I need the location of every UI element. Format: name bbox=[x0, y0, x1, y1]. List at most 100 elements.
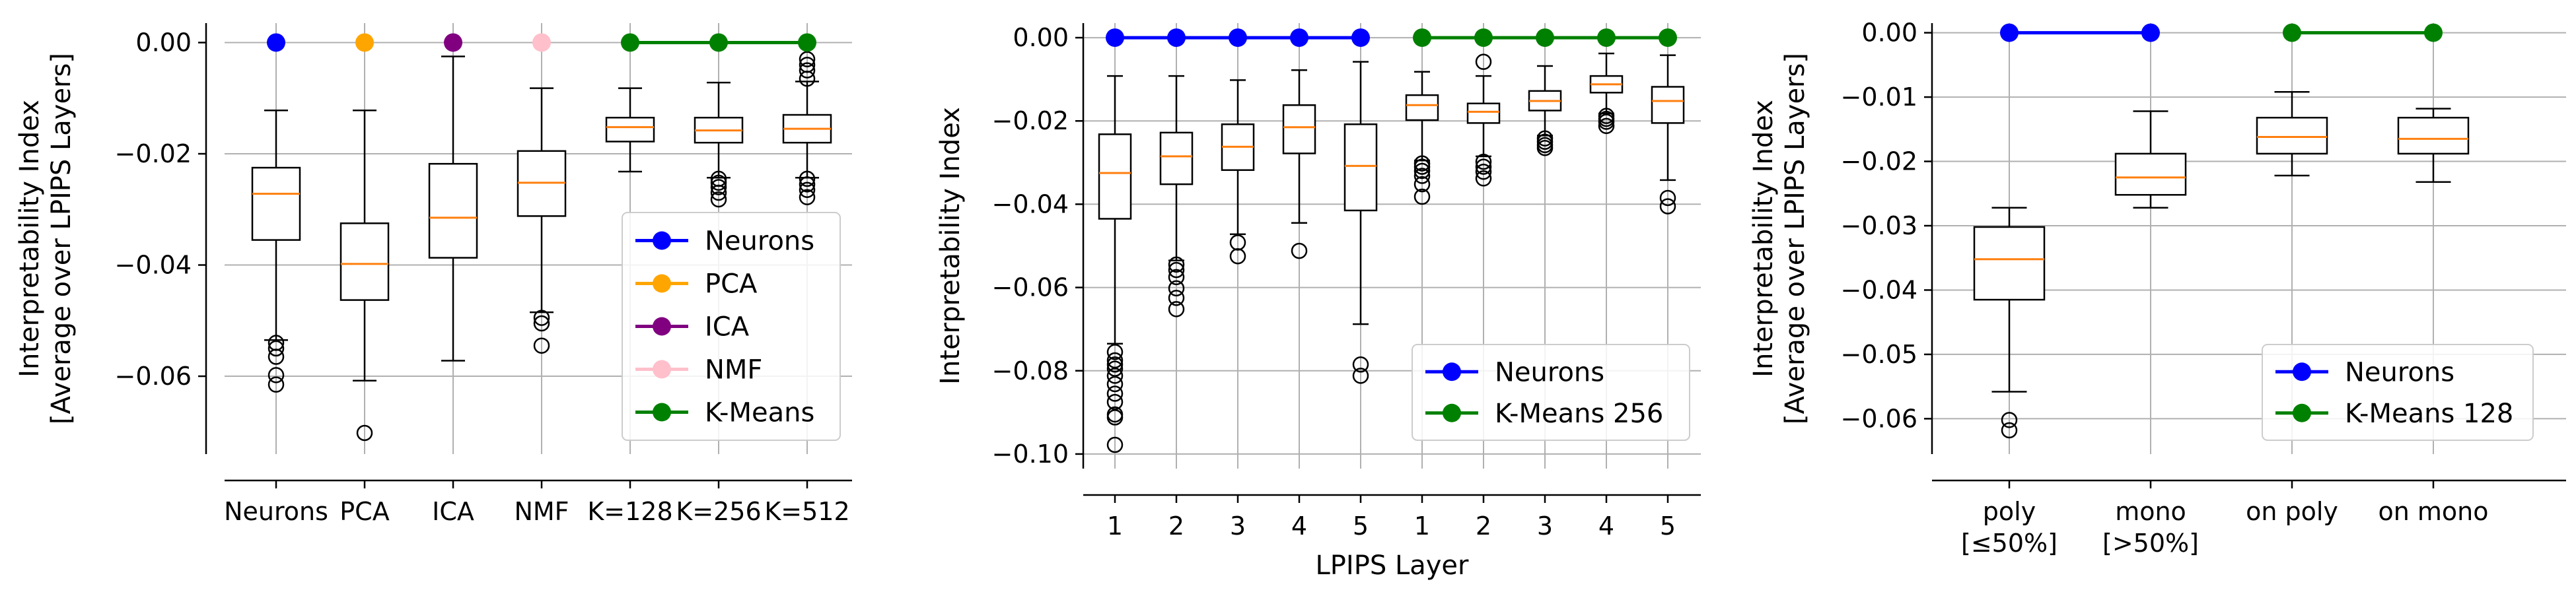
y-tick-label: −0.05 bbox=[1841, 340, 1917, 369]
legend-label: K-Means 256 bbox=[1495, 399, 1663, 429]
series-marker bbox=[1536, 28, 1554, 48]
legend-label: ICA bbox=[705, 312, 750, 343]
outlier-point bbox=[1106, 409, 1124, 426]
legend-label: Neurons bbox=[705, 226, 814, 257]
outlier-point bbox=[1475, 158, 1492, 175]
outlier-point bbox=[1352, 368, 1369, 384]
box-iqr bbox=[1466, 102, 1501, 124]
y-tick-label: −0.10 bbox=[992, 440, 1069, 469]
outlier-point bbox=[710, 184, 727, 201]
series-marker bbox=[1597, 28, 1616, 48]
outlier-point bbox=[1168, 290, 1185, 306]
series-marker bbox=[444, 33, 462, 52]
outlier-point bbox=[1106, 385, 1124, 402]
outlier-point bbox=[1413, 162, 1431, 180]
series-marker bbox=[1229, 28, 1247, 48]
panel-poly-mono: 0.00 −0.01 −0.02 −0.03 −0.04 −0.05 −0.06 poly [≤… bbox=[1748, 18, 2566, 558]
legend-swatch-marker bbox=[653, 360, 671, 379]
box-iqr bbox=[605, 116, 655, 143]
legend: Neurons K-Means 256 bbox=[1412, 344, 1690, 441]
outlier-point bbox=[1106, 344, 1124, 360]
box-iqr bbox=[1282, 104, 1316, 154]
outlier-point bbox=[533, 337, 550, 354]
outlier-point bbox=[799, 170, 816, 187]
series-1 bbox=[355, 33, 374, 52]
series-marker bbox=[2424, 23, 2443, 42]
legend-swatch-marker bbox=[1443, 362, 1461, 381]
x-tick-label: 5 bbox=[1660, 512, 1676, 541]
series-marker bbox=[709, 33, 728, 52]
outlier-point bbox=[1168, 256, 1185, 273]
outlier-point bbox=[1168, 280, 1185, 297]
box-plot-8 bbox=[1589, 52, 1624, 135]
outlier-point bbox=[1475, 163, 1492, 180]
y-tick-label: −0.03 bbox=[1841, 211, 1917, 240]
series-0 bbox=[267, 33, 285, 52]
x-tick-sublabel: [≤50%] bbox=[1961, 529, 2057, 558]
outlier-point bbox=[1413, 158, 1431, 175]
box-plot-6 bbox=[782, 51, 832, 205]
series-marker bbox=[1106, 28, 1124, 48]
outlier-point bbox=[2001, 412, 2018, 428]
y-axis-title: Interpretability Index bbox=[1748, 100, 1779, 378]
legend-swatch-marker bbox=[653, 317, 671, 336]
outlier-point bbox=[1106, 360, 1124, 377]
box-iqr bbox=[1651, 86, 1685, 124]
outlier-point bbox=[268, 367, 285, 383]
outlier-point bbox=[1168, 261, 1185, 279]
outlier-point bbox=[1536, 140, 1554, 156]
legend-swatch-marker bbox=[1443, 403, 1461, 422]
outlier-point bbox=[1291, 242, 1308, 259]
legend-label: K-Means bbox=[705, 398, 814, 428]
legend-label: K-Means 128 bbox=[2345, 399, 2513, 429]
x-tick-label: Neurons bbox=[224, 497, 328, 526]
outlier-point bbox=[268, 376, 285, 393]
outlier-point bbox=[2001, 422, 2018, 439]
series-1 bbox=[1413, 28, 1677, 48]
outlier-point bbox=[1106, 368, 1124, 384]
x-tick-label: on mono bbox=[2378, 497, 2488, 526]
box-iqr bbox=[251, 166, 301, 241]
box-iqr bbox=[428, 162, 478, 259]
box-plot-3 bbox=[517, 87, 567, 354]
outlier-point bbox=[799, 189, 816, 205]
y-tick-label: −0.02 bbox=[115, 139, 192, 168]
box-iqr bbox=[1098, 133, 1132, 220]
y-tick-label: −0.04 bbox=[115, 251, 192, 280]
x-tick-label: 2 bbox=[1476, 512, 1491, 541]
series-marker bbox=[621, 33, 639, 52]
box-plot-0 bbox=[1973, 207, 2046, 439]
series-marker bbox=[1659, 28, 1677, 48]
outlier-point bbox=[533, 315, 550, 332]
x-tick-label: NMF bbox=[514, 497, 569, 526]
box-plot-5 bbox=[1405, 71, 1439, 205]
series-1 bbox=[2283, 23, 2443, 42]
y-tick-label: −0.06 bbox=[992, 273, 1069, 302]
legend-label: Neurons bbox=[2345, 357, 2454, 387]
legend-swatch-marker bbox=[653, 274, 671, 293]
y-tick-label: −0.04 bbox=[992, 189, 1069, 218]
outlier-point bbox=[710, 174, 727, 191]
box-plot-3 bbox=[1282, 69, 1316, 259]
outlier-point bbox=[1106, 352, 1124, 369]
box-plot-5 bbox=[694, 81, 744, 208]
series-0 bbox=[2000, 23, 2160, 42]
y-axis-title: Interpretability Index bbox=[935, 107, 966, 385]
x-tick-label: 5 bbox=[1353, 512, 1369, 541]
series-0 bbox=[1106, 28, 1370, 48]
legend-swatch-marker bbox=[2293, 362, 2311, 381]
outlier-point bbox=[1413, 176, 1431, 193]
x-tick-label: K=256 bbox=[676, 497, 761, 526]
outlier-point bbox=[1229, 248, 1246, 265]
outlier-point bbox=[1659, 189, 1676, 207]
x-tick-sublabel: [>50%] bbox=[2102, 529, 2199, 558]
outlier-point bbox=[1352, 356, 1369, 373]
y-tick-label: 0.00 bbox=[1013, 23, 1069, 52]
outlier-point bbox=[710, 191, 727, 208]
box-plot-3 bbox=[2397, 108, 2470, 183]
x-tick-label: PCA bbox=[340, 497, 389, 526]
y-tick-label: −0.02 bbox=[992, 106, 1069, 135]
outlier-point bbox=[799, 176, 816, 193]
box-plot-7 bbox=[1528, 65, 1562, 156]
series-marker bbox=[2141, 23, 2160, 42]
